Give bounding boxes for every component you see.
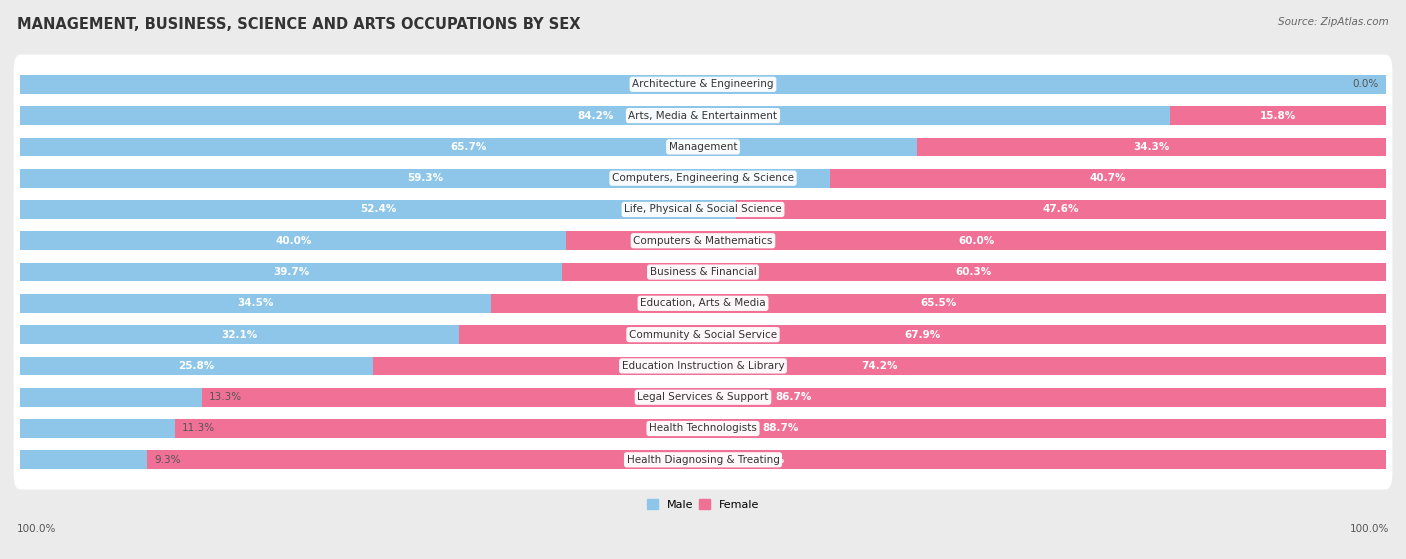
Text: 0.0%: 0.0%: [1353, 79, 1379, 89]
FancyBboxPatch shape: [14, 399, 1392, 458]
FancyBboxPatch shape: [14, 149, 1392, 208]
Text: 100.0%: 100.0%: [682, 79, 724, 89]
FancyBboxPatch shape: [14, 243, 1392, 302]
Text: 9.3%: 9.3%: [155, 455, 181, 465]
Text: 15.8%: 15.8%: [1260, 111, 1296, 121]
Legend: Male, Female: Male, Female: [643, 495, 763, 514]
Bar: [21, 294, 492, 312]
Text: 52.4%: 52.4%: [360, 205, 396, 215]
Bar: [174, 419, 1385, 438]
Text: Legal Services & Support: Legal Services & Support: [637, 392, 769, 402]
Text: 65.5%: 65.5%: [921, 299, 956, 309]
Text: 74.2%: 74.2%: [860, 361, 897, 371]
Text: 25.8%: 25.8%: [179, 361, 215, 371]
FancyBboxPatch shape: [14, 367, 1392, 427]
Text: 39.7%: 39.7%: [273, 267, 309, 277]
Bar: [830, 169, 1385, 188]
Text: 40.0%: 40.0%: [276, 236, 312, 246]
Bar: [21, 200, 735, 219]
Text: Management: Management: [669, 142, 737, 152]
Bar: [21, 231, 567, 250]
Text: Computers & Mathematics: Computers & Mathematics: [633, 236, 773, 246]
Text: Source: ZipAtlas.com: Source: ZipAtlas.com: [1278, 17, 1389, 27]
Text: Community & Social Service: Community & Social Service: [628, 330, 778, 340]
Text: 59.3%: 59.3%: [408, 173, 443, 183]
FancyBboxPatch shape: [14, 86, 1392, 145]
FancyBboxPatch shape: [14, 336, 1392, 396]
Bar: [21, 451, 148, 469]
Bar: [458, 325, 1385, 344]
Text: 86.7%: 86.7%: [776, 392, 813, 402]
Text: Education, Arts & Media: Education, Arts & Media: [640, 299, 766, 309]
Text: Computers, Engineering & Science: Computers, Engineering & Science: [612, 173, 794, 183]
Bar: [21, 357, 373, 375]
Text: 34.3%: 34.3%: [1133, 142, 1170, 152]
FancyBboxPatch shape: [14, 180, 1392, 239]
Text: Education Instruction & Library: Education Instruction & Library: [621, 361, 785, 371]
Text: 90.7%: 90.7%: [748, 455, 785, 465]
Text: 60.3%: 60.3%: [956, 267, 993, 277]
Bar: [21, 106, 1170, 125]
Bar: [21, 169, 830, 188]
Text: Health Diagnosing & Treating: Health Diagnosing & Treating: [627, 455, 779, 465]
Text: 88.7%: 88.7%: [762, 424, 799, 433]
FancyBboxPatch shape: [14, 117, 1392, 177]
Bar: [567, 231, 1385, 250]
Text: 67.9%: 67.9%: [904, 330, 941, 340]
Bar: [492, 294, 1385, 312]
Bar: [917, 138, 1385, 157]
Text: 60.0%: 60.0%: [957, 236, 994, 246]
Bar: [21, 138, 917, 157]
Bar: [21, 75, 1385, 94]
Text: 84.2%: 84.2%: [576, 111, 613, 121]
FancyBboxPatch shape: [14, 55, 1392, 114]
Text: 32.1%: 32.1%: [221, 330, 257, 340]
Bar: [21, 388, 202, 406]
Text: Health Technologists: Health Technologists: [650, 424, 756, 433]
Text: 100.0%: 100.0%: [1350, 524, 1389, 534]
Text: 47.6%: 47.6%: [1042, 205, 1078, 215]
Bar: [373, 357, 1385, 375]
Bar: [1170, 106, 1385, 125]
Bar: [202, 388, 1385, 406]
Text: 13.3%: 13.3%: [209, 392, 242, 402]
Text: Arts, Media & Entertainment: Arts, Media & Entertainment: [628, 111, 778, 121]
Text: 34.5%: 34.5%: [238, 299, 274, 309]
Text: 11.3%: 11.3%: [181, 424, 215, 433]
Bar: [21, 325, 458, 344]
Bar: [21, 263, 562, 281]
FancyBboxPatch shape: [14, 273, 1392, 333]
Text: Architecture & Engineering: Architecture & Engineering: [633, 79, 773, 89]
Text: MANAGEMENT, BUSINESS, SCIENCE AND ARTS OCCUPATIONS BY SEX: MANAGEMENT, BUSINESS, SCIENCE AND ARTS O…: [17, 17, 581, 32]
Bar: [21, 419, 174, 438]
Text: 65.7%: 65.7%: [451, 142, 486, 152]
Bar: [148, 451, 1385, 469]
FancyBboxPatch shape: [14, 211, 1392, 271]
Text: 40.7%: 40.7%: [1090, 173, 1126, 183]
FancyBboxPatch shape: [14, 305, 1392, 364]
Bar: [562, 263, 1385, 281]
Text: Life, Physical & Social Science: Life, Physical & Social Science: [624, 205, 782, 215]
Text: Business & Financial: Business & Financial: [650, 267, 756, 277]
Text: 100.0%: 100.0%: [17, 524, 56, 534]
Bar: [735, 200, 1385, 219]
FancyBboxPatch shape: [14, 430, 1392, 490]
